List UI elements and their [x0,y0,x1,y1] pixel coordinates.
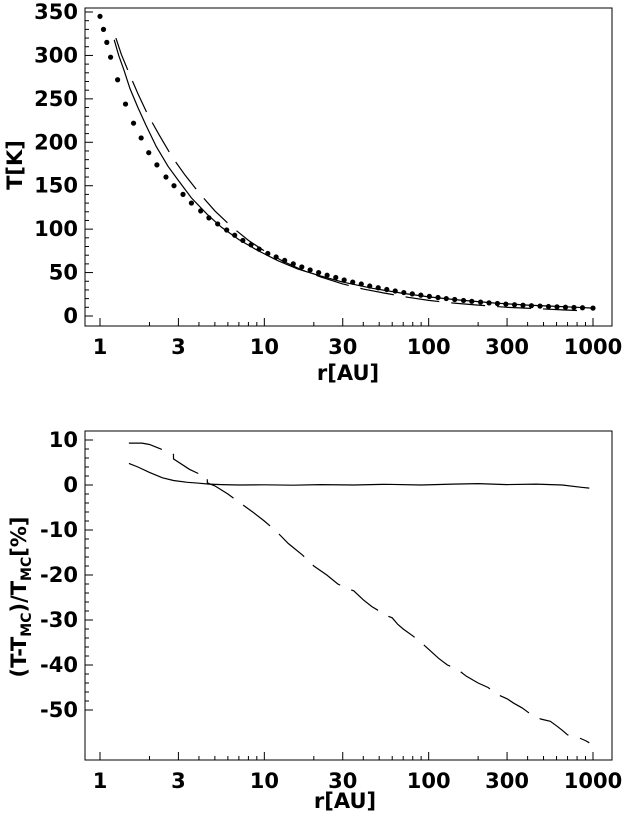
temperature-data-point [122,101,129,107]
temperature-y-tick-labels: 0 50 100 150 200 250 300 350 [34,0,78,328]
temperature-data-point [104,39,110,46]
deviation-x-tick-label: 300 [485,769,529,793]
deviation-y-tick-label: -30 [40,608,78,632]
deviation-y-tick-labels: 10 0 -10 -20 -30 -40 -50 [40,428,78,722]
temperature-data-point [138,135,144,141]
deviation-y-tick-label: -40 [40,653,78,677]
temperature-y-tick-label: 250 [34,87,78,111]
temperature-data-point [154,162,160,168]
temperature-data-point [188,200,195,206]
deviation-x-tick-labels: 1 3 10 30 100 300 1000 [93,769,623,793]
temperature-axis-ticks [85,11,594,326]
deviation-dashed-line [128,442,590,744]
temperature-x-tick-labels: 1 3 10 30 100 300 1000 [93,335,623,359]
temperature-data-point [171,183,177,189]
deviation-y-tick-label: -10 [40,518,78,542]
temperature-x-tick-label: 30 [328,335,357,359]
deviation-y-tick-label: -20 [40,563,78,587]
temperature-data-point [232,232,238,238]
deviation-x-tick-label: 1000 [564,769,622,793]
temperature-x-tick-label: 1000 [564,335,622,359]
deviation-panel: 1 3 10 30 100 300 1000 100-10-20-30-40-50 r[AU… [7,428,622,813]
temperature-data-point [401,289,407,296]
deviation-x-tick-label: 100 [407,769,451,793]
temperature-data-point [316,269,322,276]
temperature-panel: 1 3 10 30 100 300 1000 0 50 100 150 200 250 300 350 r… [3,0,622,385]
deviation-plot-frame [84,430,613,761]
temperature-data-point [146,150,152,156]
temperature-data-point [100,26,107,32]
temperature-y-tick-label: 150 [34,174,78,198]
temperature-data-point [97,13,103,19]
temperature-x-tick-label: 100 [407,335,451,359]
temperature-data-point [341,277,347,283]
temperature-x-axis-label: r[AU] [317,361,379,385]
temperature-y-tick-label: 350 [34,0,78,24]
temperature-y-tick-label: 50 [49,261,78,285]
temperature-y-tick-label: 300 [34,43,78,67]
temperature-data-point [180,191,186,197]
deviation-y-tick-label: -50 [40,698,78,722]
deviation-y-tick-label: 0 [63,473,78,497]
temperature-y-tick-label: 0 [63,304,78,328]
temperature-data-point [107,54,114,60]
deviation-x-tick-label: 10 [250,769,279,793]
temperature-y-axis-label: T[K] [3,140,27,190]
temperature-data-point [299,264,305,270]
temperature-x-tick-label: 300 [485,335,529,359]
deviation-x-axis-label: r[AU] [314,789,376,813]
temperature-data-point [333,274,339,281]
temperature-data-point [115,77,121,83]
deviation-x-tick-label: 30 [328,769,357,793]
temperature-x-tick-label: 3 [171,335,186,359]
temperature-data-point [163,174,169,180]
temperature-y-tick-label: 100 [34,217,78,241]
temperature-data-point [307,267,313,273]
deviation-x-tick-label: 1 [93,769,108,793]
temperature-series [97,13,596,312]
deviation-axis-ticks [85,439,594,760]
deviation-solid-line [128,462,590,489]
deviation-y-tick-label: 10 [49,428,78,452]
temperature-data-point [324,272,330,278]
temperature-dashed-line [115,37,586,312]
temperature-x-tick-label: 10 [250,335,279,359]
temperature-plot-frame [84,7,613,327]
temperature-x-tick-label: 1 [93,335,108,359]
temperature-data-point [130,120,137,126]
deviation-series [128,442,590,744]
deviation-y-axis-label: (T-TMC)/TMC[%] [7,516,35,677]
deviation-x-tick-label: 3 [171,769,186,793]
temperature-y-tick-label: 200 [34,130,78,154]
temperature-solid-line [113,39,594,309]
